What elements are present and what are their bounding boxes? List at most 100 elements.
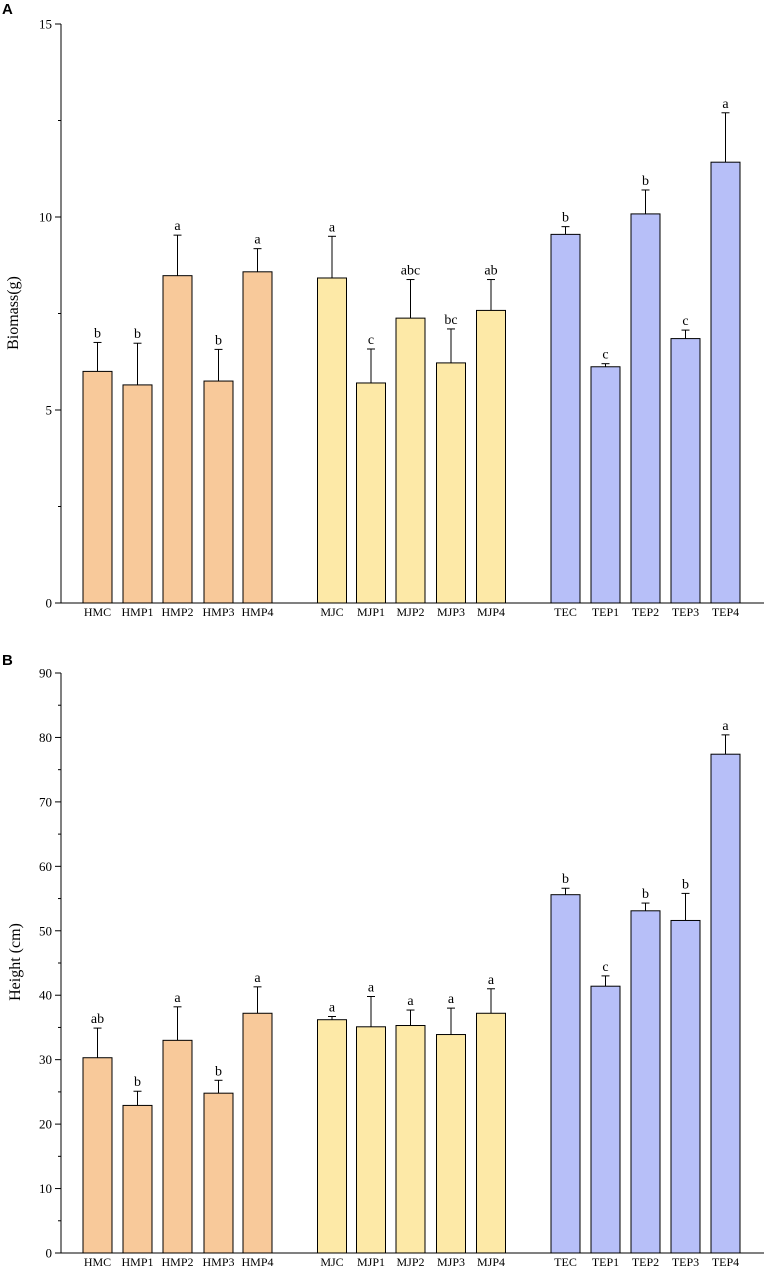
significance-label: b	[562, 872, 569, 887]
significance-label: b	[94, 326, 101, 341]
x-tick-label: HMP1	[121, 1255, 153, 1269]
x-tick-label: TEP4	[712, 1255, 739, 1269]
bar-tec	[550, 233, 581, 604]
y-tick-label: 0	[46, 596, 53, 611]
x-tick-label: HMP4	[241, 605, 273, 619]
panel-b-letter: B	[2, 652, 13, 669]
y-tick-label: 80	[39, 730, 52, 745]
panel-a-letter: A	[2, 1, 13, 18]
x-tick-label: MJC	[320, 605, 343, 619]
bar-hmp2	[162, 275, 193, 604]
bar-hmp1	[122, 384, 153, 604]
bar-tep4	[710, 753, 741, 1254]
x-tick-label: HMC	[84, 1255, 111, 1269]
x-tick-label: HMP2	[161, 1255, 193, 1269]
bar-tec	[550, 894, 581, 1254]
significance-label: a	[254, 233, 261, 248]
significance-label: b	[562, 211, 569, 226]
x-tick-label: MJP3	[437, 1255, 465, 1269]
bar-tep1	[590, 366, 621, 604]
bar-hmp3	[203, 1092, 234, 1254]
significance-label: ab	[484, 264, 497, 279]
x-tick-label: HMC	[84, 605, 111, 619]
y-tick-label: 10	[39, 1181, 52, 1196]
significance-label: a	[174, 219, 181, 234]
bar-tep3	[670, 919, 701, 1254]
x-tick-label: TEP2	[632, 605, 659, 619]
significance-label: b	[642, 887, 649, 902]
bar-hmp4	[242, 271, 273, 604]
significance-label: bc	[444, 313, 457, 328]
x-tick-label: TEP2	[632, 1255, 659, 1269]
bar-hmp1	[122, 1104, 153, 1254]
significance-label: a	[722, 97, 729, 112]
bar-mjc	[317, 277, 347, 604]
significance-label: c	[602, 348, 608, 363]
x-tick-label: TEC	[554, 605, 577, 619]
panel-b-y-ticks: 0 10 20 30 40 50 60 70 80 90	[39, 666, 61, 1261]
significance-label: a	[722, 719, 729, 734]
x-tick-label: HMP4	[241, 1255, 273, 1269]
panel-a-y-axis-title: Biomass(g)	[5, 276, 22, 350]
significance-label: a	[329, 220, 336, 235]
y-tick-label: 15	[39, 17, 52, 32]
significance-label: a	[329, 1000, 336, 1015]
y-tick-label: 10	[39, 210, 52, 225]
x-tick-label: MJP3	[437, 605, 465, 619]
significance-label: a	[174, 991, 181, 1006]
x-tick-label: MJP2	[396, 605, 424, 619]
significance-label: b	[215, 1064, 222, 1079]
bar-tep1	[590, 985, 621, 1254]
x-tick-label: HMP2	[161, 605, 193, 619]
significance-label: a	[448, 992, 455, 1007]
bar-mjp3	[436, 1034, 466, 1254]
y-tick-label: 5	[46, 403, 53, 418]
y-tick-label: 90	[39, 666, 52, 681]
bar-mjp1	[356, 1026, 386, 1254]
panel-b-y-axis-title: Height (cm)	[7, 923, 24, 1001]
bar-tep2	[630, 910, 661, 1254]
bar-tep2	[630, 213, 661, 604]
x-tick-label: MJP4	[477, 1255, 505, 1269]
y-tick-label: 50	[39, 923, 52, 938]
x-tick-label: MJP1	[357, 1255, 385, 1269]
x-tick-label: TEC	[554, 1255, 577, 1269]
x-tick-label: MJP4	[477, 605, 505, 619]
bar-hmc	[82, 370, 113, 604]
bar-mjp1	[356, 382, 386, 604]
significance-label: c	[368, 333, 374, 348]
bar-hmp3	[203, 380, 234, 604]
bar-mjp4	[476, 309, 506, 604]
significance-label: b	[134, 1075, 141, 1090]
bar-tep4	[710, 161, 741, 604]
bar-mjc	[317, 1019, 347, 1254]
x-tick-label: MJC	[320, 1255, 343, 1269]
bar-mjp3	[436, 362, 466, 604]
x-tick-label: MJP2	[396, 1255, 424, 1269]
significance-label: ab	[91, 1012, 104, 1027]
bar-hmc	[82, 1057, 113, 1254]
significance-label: b	[682, 877, 689, 892]
panel-a-y-ticks: 0 5 10 15	[39, 17, 61, 611]
significance-label: a	[488, 973, 495, 988]
panel-b-x-tick-labels: HMC HMP1 HMP2 HMP3 HMP4 MJC MJP1 MJP2 MJP3 MJP4 TE…	[84, 1255, 739, 1269]
y-tick-label: 20	[39, 1117, 52, 1132]
y-tick-label: 0	[46, 1246, 53, 1261]
bar-hmp4	[242, 1012, 273, 1254]
x-tick-label: TEP1	[592, 1255, 619, 1269]
significance-label: a	[254, 971, 261, 986]
bar-mjp4	[476, 1012, 506, 1254]
x-tick-label: HMP3	[202, 605, 234, 619]
y-tick-label: 70	[39, 794, 52, 809]
bar-mjp2	[395, 1025, 426, 1254]
significance-label: a	[407, 994, 414, 1009]
bar-hmp2	[162, 1039, 193, 1254]
significance-label: b	[134, 327, 141, 342]
x-tick-label: TEP3	[672, 605, 699, 619]
y-tick-label: 30	[39, 1052, 52, 1067]
